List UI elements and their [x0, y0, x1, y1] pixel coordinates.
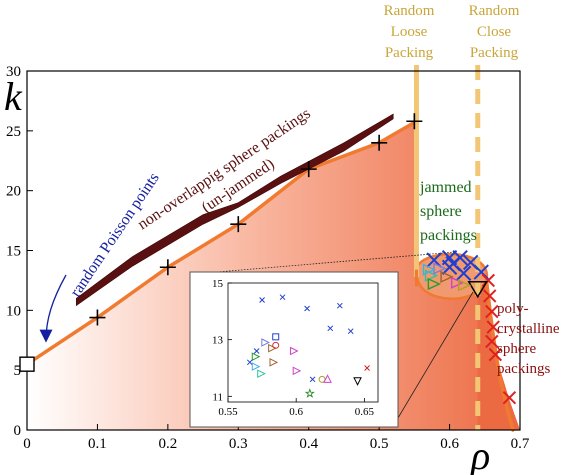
- inset-y-tick-label: 11: [212, 391, 223, 403]
- plus-marker: [159, 259, 176, 276]
- lobe-marker: [427, 277, 442, 291]
- x-tick-label: 0.3: [229, 436, 248, 452]
- svg-text:sphere: sphere: [497, 341, 536, 357]
- inset-marker: [272, 341, 280, 349]
- jammed-label: jammed sphere packings: [419, 179, 477, 244]
- inset-marker: [347, 328, 354, 335]
- plus-marker: [230, 216, 247, 233]
- x-tick-label: 0.7: [511, 436, 530, 452]
- inset-ticks: 0.55 0.6 0.65 11 13 15: [212, 278, 374, 418]
- x-axis-ticks: 0 0.1 0.2 0.3 0.4 0.5 0.6 0.7: [23, 424, 530, 452]
- inset-marker: [272, 333, 280, 341]
- svg-text:packings: packings: [497, 361, 550, 377]
- lobe-marker: [433, 262, 447, 275]
- inset-connector-top: [216, 251, 456, 273]
- poisson-arrow: [39, 274, 67, 343]
- y-axis-ticks: 0 5 10 15 20 25 30: [6, 64, 33, 439]
- polycrystal-cross-marker: [502, 390, 517, 405]
- svg-text:poly-: poly-: [497, 301, 529, 317]
- y-tick-label: 30: [6, 64, 21, 80]
- inset-marker: [289, 346, 299, 356]
- polycrystal-cross-marker: [485, 304, 499, 319]
- svg-text:Random: Random: [469, 3, 520, 19]
- svg-text:sphere: sphere: [420, 203, 462, 220]
- jammed-cross-marker: [426, 252, 442, 268]
- polycrystalline-region: [477, 280, 520, 430]
- polycrystalline-label: poly- crystalline sphere packings: [497, 301, 560, 377]
- polycrystal-cross-marker: [485, 334, 499, 349]
- y-axis-label: k: [4, 74, 23, 119]
- y-tick-label: 5: [14, 363, 22, 379]
- inset-x-tick-label: 0.55: [218, 406, 238, 418]
- x-tick-label: 0.5: [370, 436, 389, 452]
- inset-marker: [279, 294, 286, 301]
- inset-marker: [257, 369, 266, 378]
- rlp-label: Random Loose Packing: [384, 3, 435, 61]
- inset-marker: [261, 338, 270, 347]
- inset-marker: [251, 362, 261, 371]
- x-tick-label: 0.6: [440, 436, 459, 452]
- inset-marker: [323, 374, 332, 383]
- y-tick-label: 0: [14, 423, 22, 439]
- svg-text:Loose: Loose: [391, 24, 428, 40]
- inset-marker: [304, 305, 310, 312]
- svg-text:Packing: Packing: [385, 45, 434, 61]
- plus-marker: [371, 134, 388, 151]
- inset-marker: [292, 366, 302, 376]
- x-tick-label: 0.4: [299, 436, 318, 452]
- plus-marker: [300, 161, 317, 178]
- inset-y-tick-label: 15: [212, 278, 224, 290]
- svg-text:Random: Random: [384, 3, 435, 19]
- inset-frame: [227, 282, 379, 403]
- inset-marker: [251, 352, 261, 361]
- rcp-label: Random Close Packing: [469, 3, 520, 61]
- inset-marker: [269, 358, 279, 367]
- inset-marker: [364, 365, 370, 371]
- svg-text:Packing: Packing: [470, 45, 519, 61]
- inset-marker: [259, 297, 265, 303]
- polycrystal-cross-marker: [488, 347, 503, 362]
- plus-marker: [89, 309, 106, 326]
- x-tick-label: 0.2: [158, 436, 177, 452]
- triangle-down-marker: [467, 281, 489, 299]
- x-axis-label: ρ: [469, 433, 490, 475]
- svg-text:packings: packings: [420, 227, 477, 244]
- svg-text:Close: Close: [477, 24, 512, 40]
- lobe-marker: [457, 279, 472, 292]
- svg-text:jammed: jammed: [419, 179, 472, 196]
- svg-text:crystalline: crystalline: [497, 321, 560, 337]
- inset-marker: [253, 348, 260, 354]
- lobe-marker: [424, 269, 439, 282]
- inset-x-tick-label: 0.65: [355, 406, 375, 418]
- inset-x-tick-label: 0.6: [289, 406, 303, 418]
- lobe-marker: [440, 270, 454, 283]
- inset-marker: [336, 302, 343, 309]
- inset-marker: [268, 343, 277, 353]
- inset-connector-bottom: [397, 291, 474, 419]
- polycrystal-cross-marker: [486, 320, 500, 334]
- unjammed-band: [76, 113, 394, 307]
- main-markers: [19, 113, 517, 405]
- y-tick-label: 20: [6, 184, 21, 200]
- inset-marker: [304, 388, 315, 398]
- square-marker: [19, 356, 35, 372]
- inset-plot: 0.55 0.6 0.65 11 13 15: [189, 271, 399, 428]
- lobe-marker: [422, 263, 437, 276]
- plus-marker: [406, 113, 423, 130]
- inset-marker: [246, 359, 253, 366]
- jammed-cross-marker: [445, 255, 461, 272]
- x-tick-label: 0.1: [88, 436, 107, 452]
- inset-marker: [327, 325, 334, 332]
- inset-markers: [246, 294, 370, 398]
- x-tick-label: 0: [23, 436, 31, 452]
- inset-y-tick-label: 13: [212, 335, 224, 347]
- y-tick-label: 15: [6, 244, 21, 260]
- inset-marker: [353, 377, 362, 386]
- lobe-marker: [450, 276, 465, 289]
- inset-marker: [309, 376, 316, 383]
- y-tick-label: 10: [6, 303, 21, 319]
- polycrystal-cross-marker: [483, 289, 497, 303]
- y-tick-label: 25: [6, 124, 21, 140]
